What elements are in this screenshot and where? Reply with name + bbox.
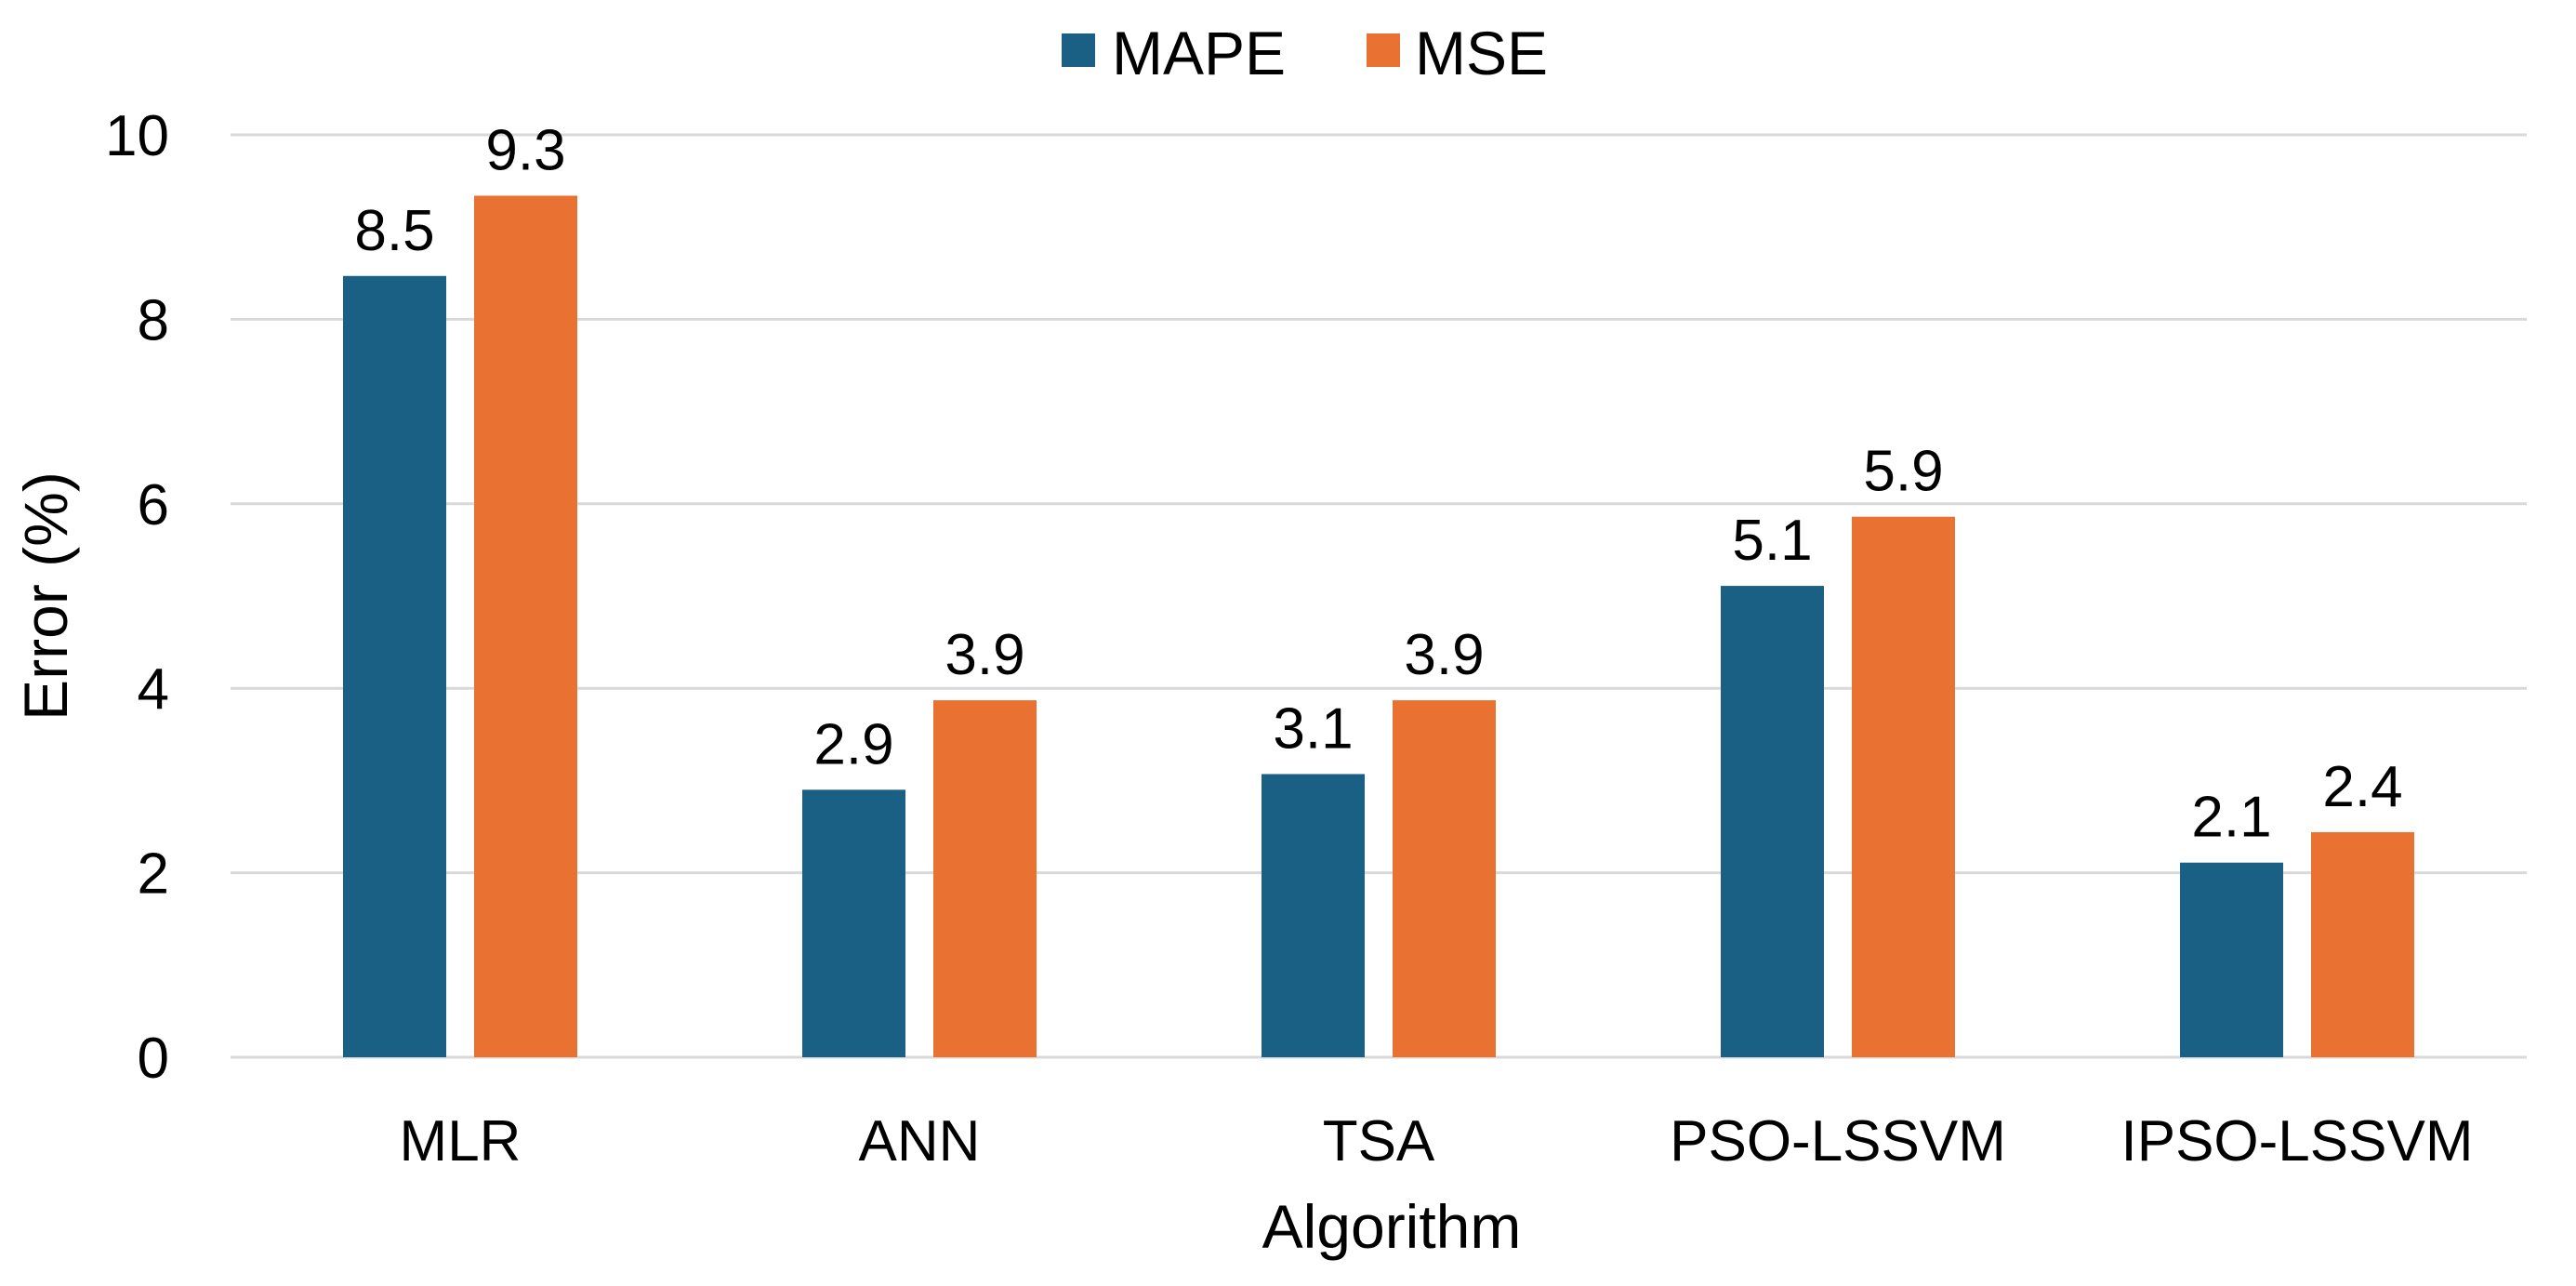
data-label-mape-tsa: 3.1	[1273, 696, 1353, 761]
data-label-mse-mlr: 9.3	[485, 118, 565, 182]
legend-label-mse: MSE	[1415, 19, 1548, 87]
data-label-mape-mlr: 8.5	[354, 199, 434, 263]
bar-mape-pso-lssvm	[1721, 586, 1824, 1057]
legend-swatch-mape	[1062, 33, 1095, 67]
x-tick-label: MLR	[400, 1109, 522, 1173]
x-tick-label: ANN	[859, 1109, 981, 1173]
bar-mse-mlr	[474, 195, 577, 1058]
data-label-mape-pso-lssvm: 5.1	[1732, 509, 1812, 573]
y-axis-ticks: 0 2 4 6 8 10	[105, 104, 169, 1091]
y-tick-label: 6	[138, 473, 169, 537]
data-label-mse-ann: 3.9	[945, 623, 1024, 687]
bar-mape-tsa	[1262, 774, 1365, 1057]
data-labels: 8.5 9.3 2.9 3.9 3.1 3.9 5.1 5.9 2.1 2.4	[354, 118, 2402, 849]
legend: MAPE MSE	[1062, 19, 1548, 87]
bar-mse-ipso-lssvm	[2311, 831, 2414, 1057]
bar-mape-ann	[802, 789, 905, 1057]
legend-label-mape: MAPE	[1112, 19, 1286, 87]
bar-mape-ipso-lssvm	[2180, 862, 2283, 1057]
gridlines	[231, 133, 2527, 1059]
y-tick-label: 10	[105, 104, 169, 168]
x-tick-label: TSA	[1323, 1109, 1435, 1173]
data-label-mape-ipso-lssvm: 2.1	[2191, 786, 2271, 850]
y-tick-label: 8	[138, 288, 169, 352]
bar-mse-tsa	[1393, 700, 1496, 1057]
bar-mse-pso-lssvm	[1852, 516, 1955, 1057]
bar-mape-mlr	[343, 275, 446, 1057]
x-tick-label: IPSO-LSSVM	[2121, 1109, 2474, 1173]
y-tick-label: 4	[138, 657, 169, 722]
x-axis-ticks: MLR ANN TSA PSO-LSSVM IPSO-LSSVM	[400, 1109, 2474, 1173]
y-axis-title: Error (%)	[11, 471, 80, 721]
data-label-mse-tsa: 3.9	[1404, 623, 1484, 687]
data-label-mse-ipso-lssvm: 2.4	[2322, 755, 2402, 819]
bar-mse-ann	[933, 700, 1037, 1057]
data-label-mse-pso-lssvm: 5.9	[1863, 440, 1943, 504]
legend-swatch-mse	[1367, 33, 1400, 67]
data-label-mape-ann: 2.9	[813, 712, 893, 776]
y-tick-label: 0	[138, 1027, 169, 1091]
x-axis-title: Algorithm	[1262, 1192, 1522, 1261]
bars	[343, 195, 2414, 1058]
x-tick-label: PSO-LSSVM	[1670, 1109, 2006, 1173]
y-tick-label: 2	[138, 842, 169, 907]
